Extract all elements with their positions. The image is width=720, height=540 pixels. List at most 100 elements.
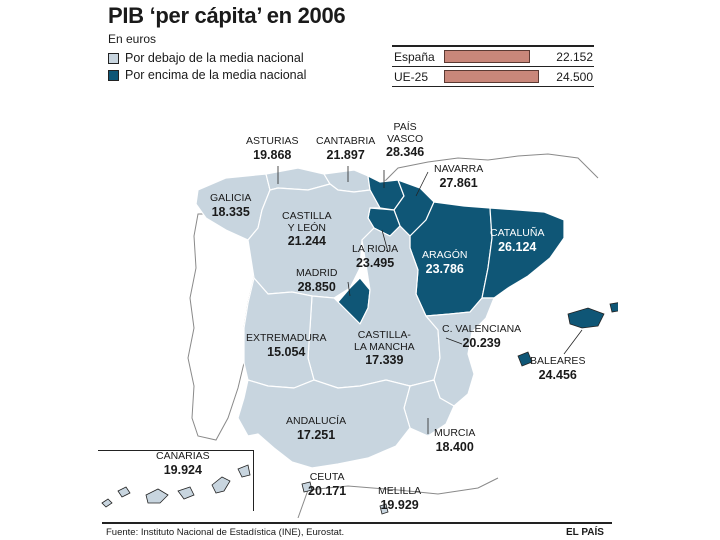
label-murcia: MURCIA 18.400 (434, 427, 476, 454)
comparison-row-ue25: UE-25 24.500 (392, 67, 594, 87)
region-value: 28.850 (297, 279, 336, 294)
canarias-svg (101, 464, 251, 508)
region-canarias-islands (101, 464, 251, 508)
region-name-line2: Y LEÓN (287, 221, 326, 234)
region-name: MADRID (296, 267, 338, 279)
map-subtitle: En euros (108, 32, 157, 46)
region-baleares (567, 307, 605, 329)
legend-item-below: Por debajo de la media nacional (108, 51, 304, 65)
region-name-line2: LA MANCHA (354, 340, 415, 353)
label-castilla-la-mancha: CASTILLA- LA MANCHA 17.339 (354, 329, 415, 367)
comparison-track (444, 50, 541, 63)
legend-label-below: Por debajo de la media nacional (125, 51, 304, 65)
label-cantabria: CANTABRIA 21.897 (316, 135, 376, 162)
label-extremadura: EXTREMADURA 15.054 (246, 332, 327, 359)
region-andalucia (237, 379, 411, 469)
region-value: 18.335 (211, 204, 250, 219)
region-value: 19.924 (163, 462, 202, 477)
label-cataluna: CATALUÑA 26.124 (490, 227, 545, 254)
region-c-valenciana (425, 297, 495, 407)
comparison-track (444, 70, 541, 83)
map-svg (187, 153, 625, 519)
brand-logo: EL PAÍS (566, 527, 604, 538)
map-title: PIB ‘per cápita’ en 2006 (108, 3, 346, 28)
comparison-bar (444, 50, 530, 63)
france-outline (377, 153, 599, 189)
label-navarra: NAVARRA 27.861 (434, 163, 484, 190)
region-name: EXTREMADURA (246, 332, 327, 344)
region-name: NAVARRA (434, 163, 484, 175)
region-value: 24.456 (538, 367, 577, 382)
comparison-row-espana: España 22.152 (392, 45, 594, 67)
region-name: CANTABRIA (316, 135, 376, 147)
region-name: MURCIA (434, 427, 476, 439)
region-name-line1: CASTILLA- (357, 329, 411, 341)
region-baleares-menorca (609, 301, 625, 313)
region-value: 27.861 (439, 175, 478, 190)
region-name: GALICIA (210, 192, 252, 204)
region-name: MELILLA (378, 485, 422, 497)
region-name: C. VALENCIANA (442, 323, 522, 335)
leader-baleares (563, 329, 583, 355)
label-c-valenciana: C. VALENCIANA 20.239 (442, 323, 522, 350)
label-pais-vasco: PAÍS VASCO 28.346 (386, 121, 425, 159)
region-name: CANARIAS (156, 450, 210, 462)
region-name: ANDALUCÍA (286, 415, 347, 427)
region-value: 17.251 (296, 427, 336, 442)
comparison-bars: España 22.152 UE-25 24.500 (392, 45, 594, 87)
region-value: 19.929 (380, 497, 419, 512)
label-la-rioja: LA RIOJA 23.495 (352, 243, 399, 270)
region-name-line1: CASTILLA (282, 210, 332, 222)
label-melilla: MELILLA 19.929 (378, 485, 422, 512)
footer-rule (102, 522, 612, 524)
region-name: LA RIOJA (352, 243, 399, 255)
leader-c-valenciana (445, 337, 463, 345)
region-value: 28.346 (386, 145, 425, 159)
label-andalucia: ANDALUCÍA 17.251 (286, 415, 347, 442)
legend-label-above: Por encima de la media nacional (125, 68, 307, 82)
leader-la-rioja (381, 229, 389, 253)
legend-item-above: Por encima de la media nacional (108, 68, 306, 82)
region-value: 23.495 (355, 255, 395, 270)
region-value: 20.171 (308, 483, 347, 498)
region-baleares-ibiza (517, 351, 533, 367)
label-aragon: ARAGÓN 23.786 (422, 249, 468, 276)
region-value: 21.244 (287, 234, 326, 248)
region-value: 21.897 (326, 147, 365, 162)
label-canarias: CANARIAS 19.924 (156, 450, 210, 477)
region-value: 15.054 (267, 344, 306, 359)
region-cataluna (481, 207, 565, 299)
comparison-bar (444, 70, 539, 83)
region-name: BALEARES (530, 355, 586, 367)
source-note: Fuente: Instituto Nacional de Estadístic… (106, 527, 345, 538)
region-name: ASTURIAS (246, 135, 299, 147)
leader-madrid (347, 281, 351, 297)
region-name-line1: PAÍS (393, 121, 417, 133)
region-name-line2: VASCO (387, 132, 424, 145)
label-asturias: ASTURIAS 19.868 (246, 135, 299, 162)
region-name: CEUTA (309, 471, 345, 483)
label-baleares: BALEARES 24.456 (530, 355, 586, 382)
label-galicia: GALICIA 18.335 (210, 192, 252, 219)
comparison-label: UE-25 (394, 69, 429, 84)
label-ceuta: CEUTA 20.171 (308, 471, 347, 498)
comparison-value: 22.152 (556, 49, 593, 64)
region-name: ARAGÓN (422, 249, 468, 261)
region-value: 17.339 (365, 353, 404, 367)
label-madrid: MADRID 28.850 (296, 267, 338, 294)
region-value: 19.868 (253, 147, 292, 162)
legend-swatch-below (108, 52, 119, 64)
region-name: CATALUÑA (490, 227, 545, 239)
leader-navarra (415, 171, 429, 197)
comparison-label: España (394, 49, 435, 64)
region-value: 23.786 (425, 261, 464, 276)
leader-lines (277, 166, 583, 434)
region-value: 18.400 (435, 439, 474, 454)
canarias-inset: CANARIAS 19.924 (98, 450, 254, 511)
region-value: 26.124 (498, 239, 537, 254)
region-ceuta (301, 481, 313, 493)
legend-swatch-above (108, 69, 119, 81)
comparison-value: 24.500 (556, 69, 593, 84)
region-value: 20.239 (462, 335, 501, 350)
label-castilla-leon: CASTILLA Y LEÓN 21.244 (282, 210, 332, 248)
